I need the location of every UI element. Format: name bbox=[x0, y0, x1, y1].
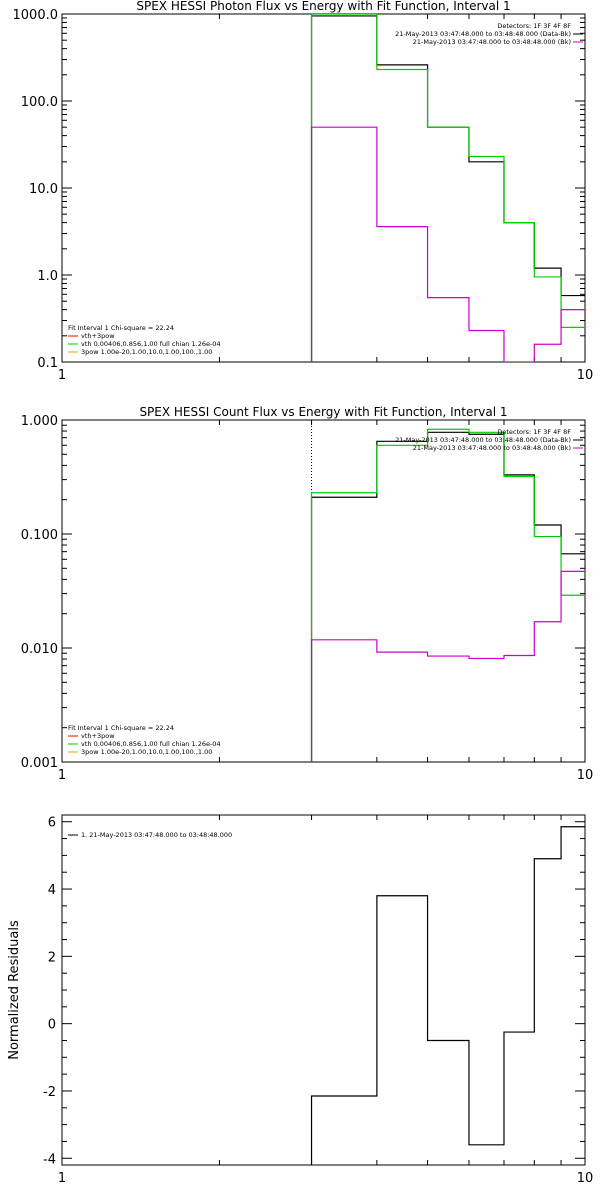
series-line-1 bbox=[310, 15, 585, 362]
chart-title: SPEX HESSI Count Flux vs Energy with Fit… bbox=[139, 405, 507, 419]
x-axis bbox=[61, 815, 586, 1165]
series-line-2 bbox=[310, 428, 585, 762]
x-axis bbox=[61, 420, 586, 762]
x-tick-label: 1 bbox=[58, 768, 66, 783]
x-axis bbox=[61, 14, 586, 362]
legend-left-entry: vth+3pow bbox=[81, 732, 115, 740]
chart-title: SPEX HESSI Photon Flux vs Energy with Fi… bbox=[136, 0, 510, 13]
series-line-3 bbox=[310, 570, 585, 762]
series-group bbox=[310, 420, 585, 762]
series-line-2 bbox=[310, 14, 585, 362]
y-tick-label: -2 bbox=[43, 1085, 56, 1100]
y-tick-label: 4 bbox=[48, 883, 56, 898]
y-tick-label: 6 bbox=[48, 816, 56, 831]
x-tick-label: 10 bbox=[577, 768, 594, 783]
legend-right-entry: 21-May-2013 03:47:48.000 to 03:48:48.000… bbox=[395, 30, 571, 38]
y-tick-label: 0.100 bbox=[21, 528, 58, 543]
y-tick-label: 1.000 bbox=[21, 414, 58, 429]
legend-left-entry: vth 0.00406,0.856,1.00 full chian 1.26e-… bbox=[81, 340, 221, 348]
series-group bbox=[310, 14, 585, 362]
y-tick-label: 10.0 bbox=[29, 182, 58, 197]
chart-panel-2 bbox=[61, 419, 586, 763]
y-tick-label: 2 bbox=[48, 950, 56, 965]
y-tick-label: 0.1 bbox=[37, 356, 58, 371]
legend-left-entry: 3pow 1.00e-20,1.00,10.0,1.00,100.,1.00 bbox=[81, 748, 212, 756]
legend-left-entry: 1. 21-May-2013 03:47:48.000 to 03:48:48.… bbox=[81, 831, 232, 839]
legend-left-entry: Fit Interval 1 Chi-square = 22.24 bbox=[68, 724, 174, 732]
legend-left-entry: vth+3pow bbox=[81, 332, 115, 340]
y-tick-label: 0.001 bbox=[21, 756, 58, 771]
y-axis-label: Normalized Residuals bbox=[7, 920, 22, 1060]
legend-right-entry: Detectors: 1F 3F 4F 8F bbox=[497, 22, 571, 30]
chart-panel-3 bbox=[61, 814, 586, 1166]
series-line-1 bbox=[310, 826, 585, 1165]
y-tick-label: 0 bbox=[48, 1018, 56, 1033]
y-axis bbox=[62, 419, 585, 763]
legend-right-entry: 21-May-2013 03:47:48.000 to 03:48:48.000… bbox=[413, 444, 571, 452]
x-tick-label: 10 bbox=[577, 368, 594, 383]
legend-left-entry: vth 0.00406,0.856,1.00 full chian 1.26e-… bbox=[81, 740, 221, 748]
plot-frame bbox=[61, 814, 586, 1166]
y-tick-label: 1.0 bbox=[37, 269, 58, 284]
series-group bbox=[310, 826, 585, 1165]
legend-left-entry: Fit Interval 1 Chi-square = 22.24 bbox=[68, 324, 174, 332]
plot-frame bbox=[61, 13, 586, 363]
series-line-1 bbox=[310, 431, 585, 762]
legend-right-entry: 21-May-2013 03:47:48.000 to 03:48:48.000… bbox=[395, 436, 571, 444]
y-axis bbox=[62, 821, 585, 1159]
y-tick-label: 100.0 bbox=[21, 95, 58, 110]
legend-right-entry: Detectors: 1F 3F 4F 8F bbox=[497, 428, 571, 436]
x-tick-label: 1 bbox=[58, 1171, 66, 1186]
y-tick-label: 0.010 bbox=[21, 642, 58, 657]
chart-panel-1 bbox=[61, 13, 586, 363]
y-axis bbox=[62, 13, 585, 363]
x-tick-label: 1 bbox=[58, 368, 66, 383]
plot-frame bbox=[61, 419, 586, 763]
legend-left-entry: 3pow 1.00e-20,1.00,10.0,1.00,100.,1.00 bbox=[81, 348, 212, 356]
y-tick-label: -4 bbox=[43, 1152, 56, 1167]
series-line-3 bbox=[310, 126, 585, 362]
y-tick-label: 1000.0 bbox=[13, 8, 59, 23]
x-tick-label: 10 bbox=[577, 1171, 594, 1186]
legend-right-entry: 21-May-2013 03:47:48.000 to 03:48:48.000… bbox=[413, 38, 571, 46]
